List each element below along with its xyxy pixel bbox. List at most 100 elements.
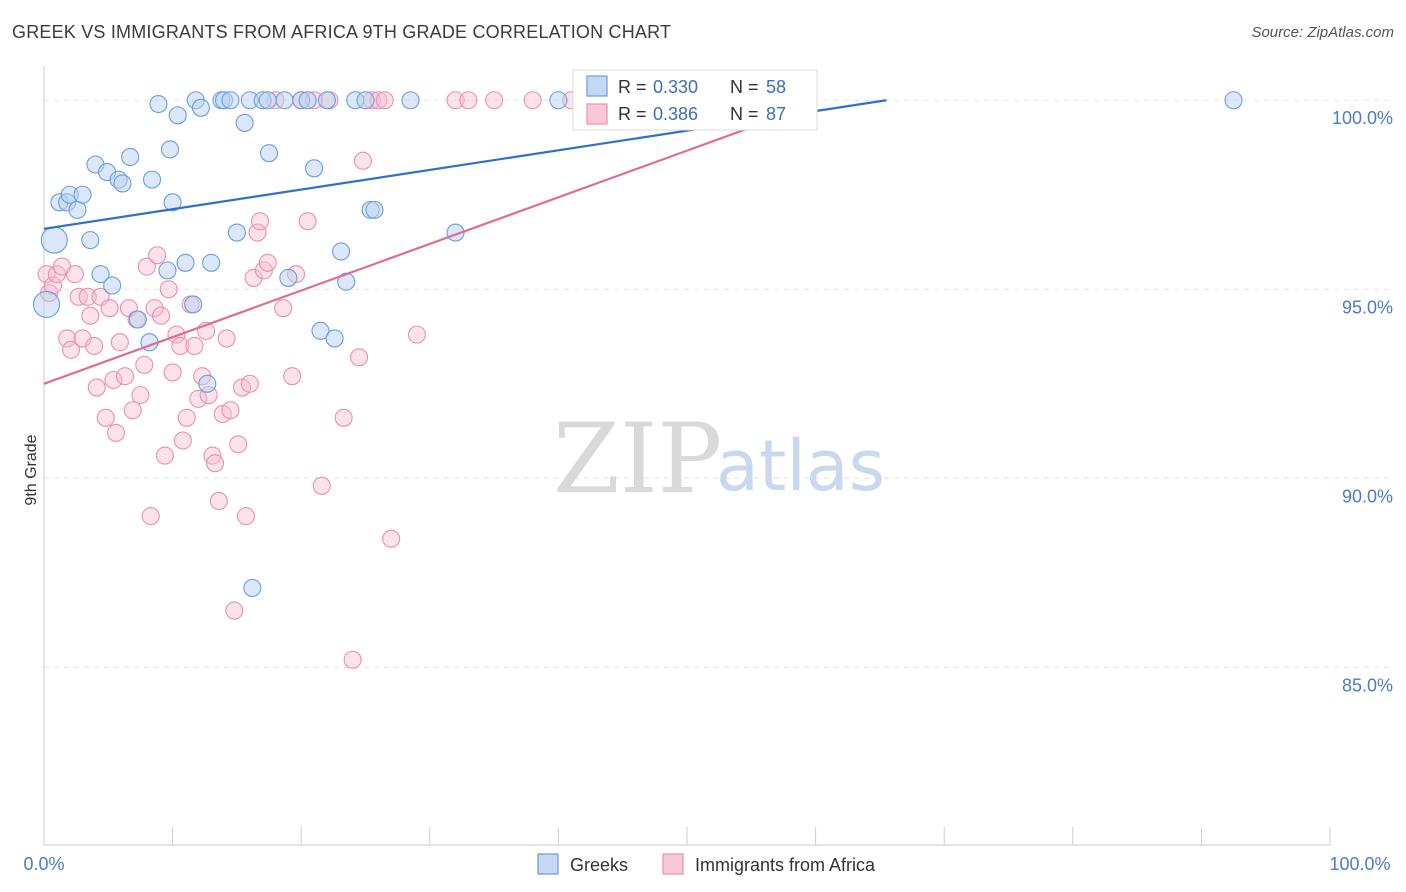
y-tick-label-1: 90.0% <box>1342 486 1393 506</box>
africa-point-11 <box>81 306 100 325</box>
africa-point-16 <box>100 299 119 318</box>
africa-point-17 <box>104 370 123 390</box>
africa-point-22 <box>123 401 142 420</box>
africa-point-35 <box>171 336 190 356</box>
axes <box>43 66 1331 846</box>
greeks-point-45 <box>317 91 336 110</box>
greeks-r-value: 0.330 <box>653 77 698 97</box>
legend-africa-label: Immigrants from Africa <box>695 855 876 875</box>
y-axis-label: 9th Grade <box>23 434 40 505</box>
africa-point-10 <box>78 287 97 306</box>
africa-point-15 <box>96 408 115 427</box>
africa-point-54 <box>240 374 259 393</box>
africa-point-57 <box>250 212 270 231</box>
y-tick-label-2: 95.0% <box>1342 297 1393 317</box>
africa-point-25 <box>135 355 154 374</box>
africa-point-53 <box>236 507 255 526</box>
africa-swatch <box>586 103 608 125</box>
y-tick-labels: 85.0% 90.0% 95.0% 100.0% <box>1332 108 1393 695</box>
africa-point-37 <box>177 408 196 427</box>
africa-point-80 <box>485 91 504 110</box>
africa-n-label: N = <box>730 104 759 124</box>
greeks-point-15 <box>128 310 147 329</box>
greeks-point-31 <box>221 91 240 110</box>
greeks-point-13 <box>113 174 132 193</box>
watermark-atlas: atlas <box>716 425 885 507</box>
greeks-point-55 <box>549 91 568 110</box>
africa-point-76 <box>382 529 401 548</box>
africa-point-28 <box>145 299 164 318</box>
greeks-point-32 <box>227 223 246 242</box>
africa-point-46 <box>209 491 228 511</box>
y-tick-label-3: 100.0% <box>1332 108 1393 128</box>
africa-point-49 <box>221 401 240 420</box>
africa-n-value: 87 <box>766 104 786 124</box>
africa-point-18 <box>106 423 126 442</box>
greeks-n-value: 58 <box>766 77 786 97</box>
africa-point-7 <box>65 265 84 284</box>
greeks-point-20 <box>160 140 180 159</box>
greeks-point-19 <box>158 261 177 280</box>
africa-point-55 <box>244 268 263 287</box>
africa-point-67 <box>312 476 331 495</box>
africa-point-6 <box>61 340 81 359</box>
x-tick-labels: 0.0% 100.0% <box>23 854 1390 874</box>
greeks-swatch <box>586 75 608 97</box>
greeks-point-52 <box>365 200 384 219</box>
africa-point-40 <box>189 389 208 408</box>
africa-point-71 <box>350 348 369 367</box>
greeks-point-17 <box>142 170 162 189</box>
africa-point-61 <box>274 299 293 318</box>
greeks-point-26 <box>191 98 210 117</box>
greeks-point-5 <box>68 200 87 219</box>
africa-point-62 <box>283 367 302 386</box>
greeks-point-18 <box>149 94 168 114</box>
africa-point-13 <box>87 378 106 397</box>
watermark: ZIP atlas <box>553 403 885 515</box>
africa-point-72 <box>353 151 372 170</box>
greeks-point-28 <box>202 253 221 272</box>
greeks-point-43 <box>305 159 324 178</box>
greeks-point-22 <box>168 106 187 125</box>
africa-point-77 <box>407 325 426 344</box>
africa-point-45 <box>205 454 225 473</box>
greeks-point-1 <box>40 226 68 254</box>
chart-title: GREEK VS IMMIGRANTS FROM AFRICA 9TH GRAD… <box>12 22 672 42</box>
greeks-point-50 <box>356 91 375 110</box>
africa-point-12 <box>85 336 104 356</box>
africa-point-0 <box>37 265 56 284</box>
greeks-point-0 <box>33 290 61 318</box>
greeks-point-23 <box>176 253 195 272</box>
legend-africa-swatch <box>662 853 684 875</box>
africa-point-27 <box>141 507 160 526</box>
legend-greeks-swatch <box>537 853 559 875</box>
legend-greeks-label: Greeks <box>570 855 628 875</box>
africa-point-59 <box>258 253 277 272</box>
africa-point-24 <box>131 386 150 405</box>
africa-point-78 <box>446 91 465 110</box>
africa-point-31 <box>155 446 174 465</box>
africa-point-75 <box>375 91 394 110</box>
x-tick-label-0: 0.0% <box>23 854 64 874</box>
africa-point-20 <box>115 367 135 386</box>
x-tick-label-1: 100.0% <box>1329 854 1390 874</box>
africa-point-56 <box>248 223 267 242</box>
greeks-point-44 <box>311 321 330 340</box>
africa-point-30 <box>151 306 171 325</box>
greeks-points <box>33 91 1243 597</box>
africa-point-48 <box>217 329 236 348</box>
stats-legend: R = 0.330 N = 58 R = 0.386 N = 87 <box>572 69 818 131</box>
greeks-point-57 <box>1224 91 1243 110</box>
africa-point-33 <box>163 363 182 382</box>
africa-point-81 <box>523 91 542 110</box>
africa-point-50 <box>225 601 244 620</box>
africa-point-5 <box>58 329 77 348</box>
africa-point-70 <box>343 650 362 669</box>
chart-source: Source: ZipAtlas.com <box>1251 24 1394 41</box>
africa-point-26 <box>137 257 156 276</box>
africa-point-39 <box>185 336 204 356</box>
greeks-point-24 <box>184 295 203 314</box>
greeks-point-42 <box>298 91 317 110</box>
greeks-point-21 <box>163 193 182 212</box>
